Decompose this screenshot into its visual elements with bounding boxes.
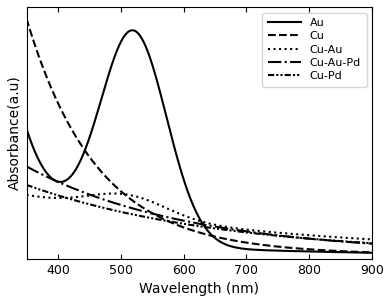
Cu: [255, 242, 260, 246]
Cu-Pd: [228, 229, 233, 232]
Au: [370, 251, 375, 255]
Cu: [370, 251, 375, 254]
X-axis label: Wavelength (nm): Wavelength (nm): [139, 282, 259, 296]
Cu: [228, 238, 233, 242]
Cu-Pd: [24, 183, 29, 187]
Au: [228, 245, 233, 248]
Cu-Au: [24, 193, 29, 197]
Cu-Pd: [113, 209, 118, 212]
Y-axis label: Absorbance(a.u): Absorbance(a.u): [7, 75, 21, 190]
Cu-Pd: [181, 222, 185, 225]
Legend: Au, Cu, Cu-Au, Cu-Au-Pd, Cu-Pd: Au, Cu, Cu-Au, Cu-Au-Pd, Cu-Pd: [262, 12, 367, 87]
Cu-Au-Pd: [284, 235, 289, 238]
Cu-Au: [256, 229, 260, 233]
Cu-Pd: [85, 202, 90, 206]
Au: [85, 141, 90, 145]
Cu-Au: [111, 192, 116, 195]
Cu-Au-Pd: [24, 165, 29, 168]
Cu-Au: [228, 226, 233, 229]
Cu-Au-Pd: [228, 227, 233, 231]
Cu-Au: [285, 232, 290, 235]
Cu-Au: [114, 192, 118, 195]
Cu-Au-Pd: [370, 242, 375, 245]
Cu-Au-Pd: [255, 231, 260, 235]
Cu: [85, 153, 90, 156]
Cu-Au: [85, 194, 90, 198]
Cu-Pd: [255, 232, 260, 235]
Line: Au: Au: [27, 30, 372, 253]
Cu-Pd: [284, 235, 289, 238]
Au: [256, 248, 260, 252]
Cu: [284, 246, 289, 249]
Cu: [113, 185, 118, 188]
Cu-Au: [370, 238, 375, 241]
Cu: [24, 17, 29, 21]
Cu: [181, 225, 185, 229]
Cu-Au-Pd: [113, 201, 118, 205]
Line: Cu-Au: Cu-Au: [27, 194, 372, 239]
Line: Cu: Cu: [27, 19, 372, 252]
Cu-Au-Pd: [85, 192, 90, 196]
Cu-Pd: [370, 241, 375, 245]
Au: [130, 28, 135, 32]
Au: [181, 177, 186, 181]
Au: [285, 249, 290, 253]
Line: Cu-Au-Pd: Cu-Au-Pd: [27, 166, 372, 244]
Au: [113, 53, 118, 57]
Line: Cu-Pd: Cu-Pd: [27, 185, 372, 243]
Au: [24, 127, 29, 131]
Cu-Au-Pd: [181, 219, 185, 222]
Cu-Au: [181, 214, 186, 217]
